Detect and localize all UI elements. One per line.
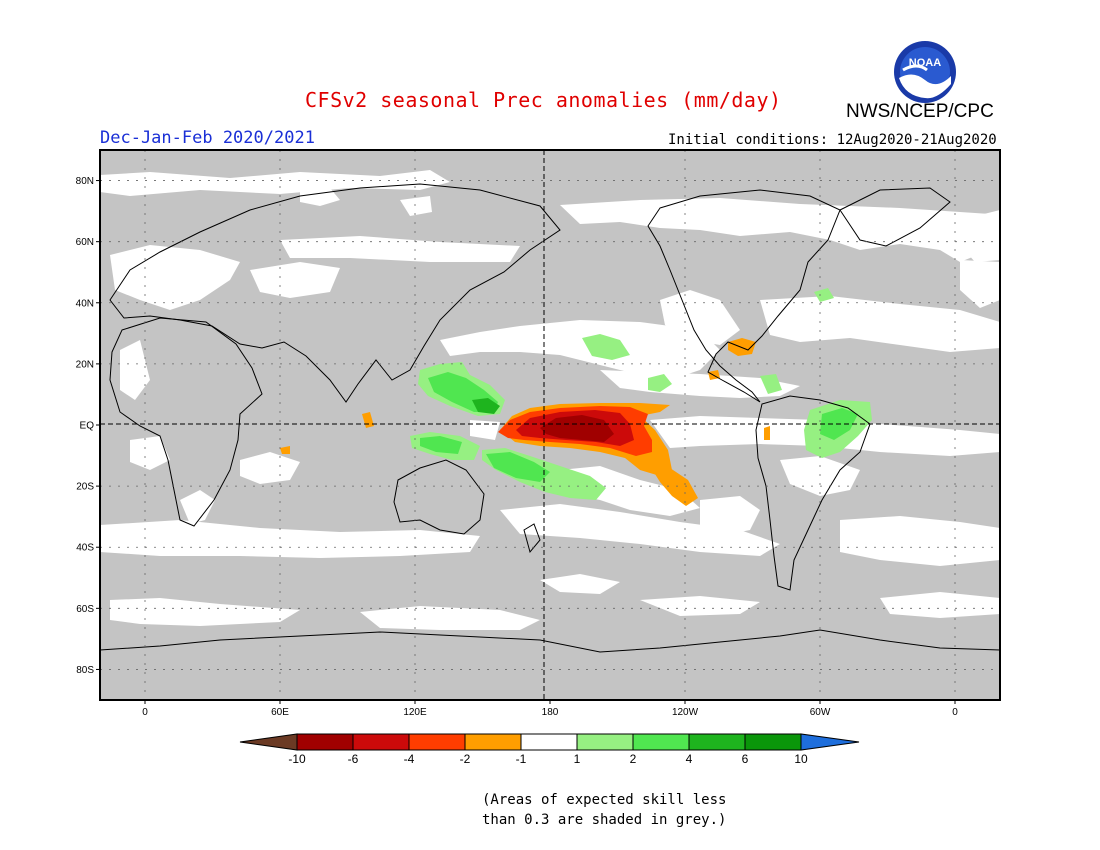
lat-label: 60S <box>76 604 94 615</box>
anomaly-neg1-indian-ocean <box>280 446 290 454</box>
colorbar-label: 4 <box>686 752 693 766</box>
initial-conditions-label: Initial conditions: 12Aug2020-21Aug2020 <box>668 132 997 148</box>
australia-outline <box>393 459 485 535</box>
colorbar-label: -6 <box>348 752 359 766</box>
colorbar-segment <box>408 733 466 751</box>
lon-label: 120W <box>672 707 699 718</box>
organization-label: NWS/NCEP/CPC <box>846 101 994 122</box>
anomaly-neg1-southeast-pacific <box>650 466 698 506</box>
dry-anomaly-areas <box>280 338 770 506</box>
colorbar-segment <box>464 733 522 751</box>
colorbar-label: -10 <box>288 752 306 766</box>
eurasia-outline <box>109 183 561 403</box>
colorbar-label: -2 <box>460 752 471 766</box>
colorbar-label: 10 <box>794 752 808 766</box>
lon-label: 180 <box>542 707 559 718</box>
continent-outlines <box>100 183 1000 653</box>
lat-label: 20S <box>76 482 94 493</box>
colorbar-segment <box>576 733 634 751</box>
colorbar: -10 -6 -4 -2 -1 1 2 4 6 10 <box>239 733 860 766</box>
colorbar-segment <box>632 733 690 751</box>
anomaly-pos1-hawaii <box>648 374 672 392</box>
lon-label: 0 <box>952 707 958 718</box>
anomaly-neg6-central-pacific <box>540 415 614 442</box>
latitude-labels: 80N 60N 40N 20N EQ 20S 40S 60S 80S <box>76 176 100 676</box>
south-america-outline <box>755 395 871 591</box>
colorbar-segment <box>744 733 802 751</box>
colorbar-segment <box>688 733 746 751</box>
colorbar-label: 2 <box>630 752 637 766</box>
north-america-outline <box>647 189 841 403</box>
longitude-labels: 0 60E 120E 180 120W 60W 0 <box>142 700 958 718</box>
new-zealand-outline <box>523 523 541 554</box>
colorbar-segment <box>296 733 354 751</box>
lon-label: 120E <box>403 707 427 718</box>
neutral-anomaly-areas <box>100 170 1000 630</box>
anomaly-pos1-north-pacific <box>582 334 630 360</box>
chart-title: CFSv2 seasonal Prec anomalies (mm/day) <box>305 88 782 112</box>
antarctica-outline <box>100 629 1000 653</box>
map-gridlines <box>100 150 1000 700</box>
anomaly-neg1-gulf <box>728 338 756 356</box>
footnote-line-1: (Areas of expected skill less <box>482 792 727 808</box>
noaa-logo-text: NOAA <box>909 57 941 69</box>
colorbar-segment <box>352 733 410 751</box>
lat-label: 80N <box>76 176 94 187</box>
lon-label: 60W <box>810 707 831 718</box>
colorbar-label: -4 <box>404 752 415 766</box>
anomaly-pos1-north-atlantic <box>814 288 834 302</box>
colorbar-segment <box>520 733 578 751</box>
lat-label: EQ <box>80 421 95 432</box>
anomaly-neg1-atlantic <box>764 426 770 440</box>
season-label: Dec-Jan-Feb 2020/2021 <box>100 128 315 148</box>
colorbar-low-arrow <box>239 733 298 751</box>
lat-label: 40N <box>76 298 94 309</box>
anomaly-pos2-maritime <box>420 436 462 454</box>
lat-label: 40S <box>76 543 94 554</box>
lat-label: 80S <box>76 665 94 676</box>
lon-label: 60E <box>271 707 289 718</box>
colorbar-label: 6 <box>742 752 749 766</box>
noaa-logo: NOAA <box>894 41 956 103</box>
greenland-outline <box>839 187 951 247</box>
anomaly-pos4-west-pacific <box>472 398 500 414</box>
africa-outline <box>109 317 263 527</box>
colorbar-high-arrow <box>800 733 860 751</box>
anomaly-pos2-south-pacific <box>486 452 550 482</box>
anomaly-pos1-central-america <box>760 374 782 394</box>
lat-label: 20N <box>76 359 94 370</box>
colorbar-label: -1 <box>516 752 527 766</box>
colorbar-label: 1 <box>574 752 581 766</box>
lon-label: 0 <box>142 707 148 718</box>
footnote-line-2: than 0.3 are shaded in grey.) <box>482 812 727 828</box>
lat-label: 60N <box>76 237 94 248</box>
